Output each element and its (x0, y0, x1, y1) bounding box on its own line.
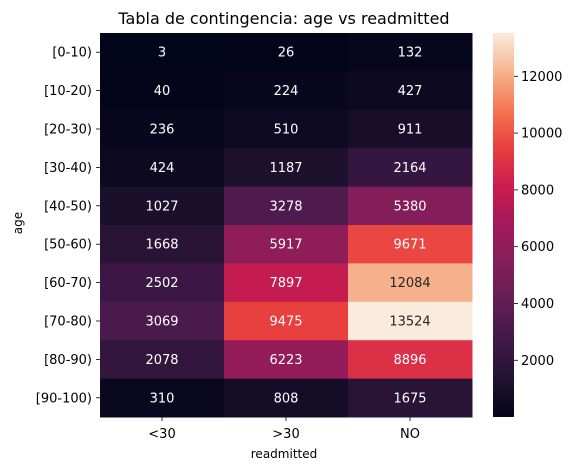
cell-value-label: 510 (274, 123, 299, 138)
heatmap-cell (348, 71, 473, 111)
cell-value-label: 2502 (145, 276, 178, 291)
heatmap-cell (224, 225, 349, 264)
colorbar-tick-label: 2000 (521, 354, 554, 369)
x-axis-label: readmitted (251, 447, 317, 461)
x-tick-label: <30 (148, 427, 175, 442)
colorbar-tick-label: 12000 (521, 70, 562, 85)
colorbar-tick-label: 6000 (521, 240, 554, 255)
y-tick-label: [0-10) (52, 46, 92, 61)
cell-value-label: 3 (158, 46, 166, 61)
heatmap-cell (100, 109, 225, 149)
colorbar-tick-label: 10000 (521, 127, 562, 142)
y-tick-label: [80-90) (44, 353, 92, 368)
cell-value-label: 1675 (393, 391, 426, 406)
cell-value-label: 7897 (269, 276, 302, 291)
heatmap-cell (348, 263, 473, 303)
heatmap-cell (348, 109, 473, 149)
y-tick-label: [70-80) (44, 315, 92, 330)
cell-value-label: 40 (154, 84, 171, 99)
heatmap-cell (224, 33, 349, 72)
y-axis-label: age (11, 212, 25, 234)
heatmap-cell (100, 186, 225, 226)
cell-value-label: 6223 (269, 353, 302, 368)
cell-value-label: 3278 (269, 199, 302, 214)
x-axis-ticks: <30 >30 NO (148, 417, 420, 442)
heatmap-cell (100, 378, 225, 418)
cell-value-label: 9671 (393, 238, 426, 253)
cell-value-label: 12084 (389, 276, 430, 291)
heatmap-cell (100, 71, 225, 111)
heatmap-cell (348, 340, 473, 380)
y-tick-label: [40-50) (44, 199, 92, 214)
heatmap-cell (224, 263, 349, 303)
y-tick-label: [60-70) (44, 276, 92, 291)
cell-value-label: 3069 (145, 315, 178, 330)
heatmap-cell (224, 186, 349, 226)
cell-value-label: 911 (398, 123, 423, 138)
cell-value-label: 424 (150, 161, 175, 176)
cell-value-label: 2164 (393, 161, 426, 176)
cell-value-label: 132 (398, 46, 423, 61)
heatmap-cell (224, 71, 349, 111)
y-tick-label: [10-20) (44, 84, 92, 99)
cell-value-label: 236 (150, 123, 175, 138)
heatmap-cell (348, 148, 473, 188)
cell-value-label: 13524 (389, 315, 430, 330)
cell-value-label: 5917 (269, 238, 302, 253)
cell-value-label: 224 (274, 84, 299, 99)
heatmap-cell (348, 186, 473, 226)
colorbar-ticks: 2000 4000 6000 8000 10000 12000 (514, 70, 562, 369)
heatmap-cell (100, 301, 225, 341)
heatmap-cell (224, 378, 349, 418)
cell-value-label: 26 (278, 46, 295, 61)
colorbar-tick-label: 8000 (521, 183, 554, 198)
heatmap-cell (224, 148, 349, 188)
y-tick-label: [90-100) (36, 391, 92, 406)
y-tick-label: [20-30) (44, 123, 92, 138)
y-tick-label: [30-40) (44, 161, 92, 176)
x-tick-label: NO (400, 427, 420, 442)
heatmap-cell (348, 33, 473, 72)
heatmap-cell (348, 301, 473, 341)
cell-value-label: 808 (274, 391, 299, 406)
heatmap-cell (100, 263, 225, 303)
cell-value-label: 310 (150, 391, 175, 406)
cell-value-label: 1187 (269, 161, 302, 176)
cell-value-label: 2078 (145, 353, 178, 368)
heatmap-cell (224, 109, 349, 149)
colorbar-tick-label: 4000 (521, 297, 554, 312)
cell-value-label: 5380 (393, 199, 426, 214)
y-tick-label: [50-60) (44, 238, 92, 253)
cell-value-label: 8896 (393, 353, 426, 368)
heatmap-cell (348, 225, 473, 264)
cell-value-label: 1027 (145, 199, 178, 214)
heatmap-cell (100, 33, 225, 72)
heatmap-cell (224, 340, 349, 380)
heatmap-cell (100, 225, 225, 264)
colorbar (493, 33, 514, 417)
heatmap-cells: 3 26 132 40 224 427 236 510 911 424 1187 2164 1027 32… (100, 33, 473, 418)
heatmap-cell (348, 378, 473, 418)
x-tick-label: >30 (272, 427, 299, 442)
chart-title: Tabla de contingencia: age vs readmitted (117, 9, 449, 28)
cell-value-label: 1668 (145, 238, 178, 253)
y-axis-ticks: [0-10) [10-20) [20-30) [30-40) [40-50) [50-60… (36, 46, 100, 406)
cell-value-label: 427 (398, 84, 423, 99)
cell-value-label: 9475 (269, 315, 302, 330)
heatmap-cell (100, 148, 225, 188)
heatmap-cell (100, 340, 225, 380)
heatmap-cell (224, 301, 349, 341)
